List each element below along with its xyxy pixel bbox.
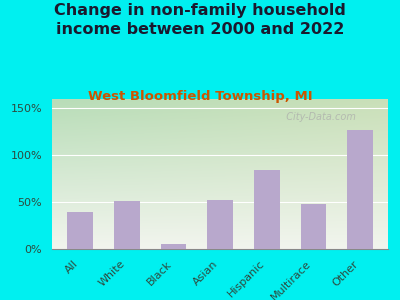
Text: City-Data.com: City-Data.com	[280, 112, 356, 122]
Bar	[207, 200, 233, 249]
Bar	[254, 170, 280, 249]
Text: Change in non-family household
income between 2000 and 2022: Change in non-family household income be…	[54, 3, 346, 37]
Bar	[67, 212, 93, 249]
Bar	[300, 204, 326, 249]
Bar	[114, 201, 140, 249]
Text: West Bloomfield Township, MI: West Bloomfield Township, MI	[88, 90, 312, 103]
Bar	[160, 244, 186, 249]
Bar	[347, 130, 373, 249]
